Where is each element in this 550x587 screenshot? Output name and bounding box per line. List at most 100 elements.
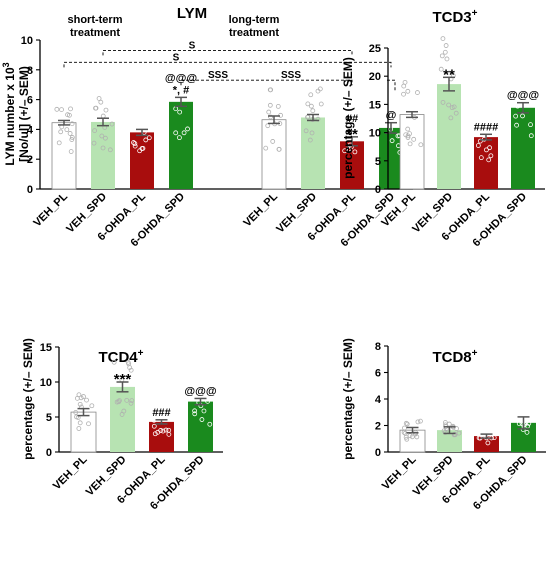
significance-label: ### xyxy=(152,407,170,419)
data-point xyxy=(446,102,452,108)
data-point xyxy=(404,436,410,442)
chart-tcd8: TCD8+percentage (+/– SEM) 02468VEH_PLVEH_… xyxy=(341,338,546,512)
data-point xyxy=(207,421,213,427)
data-point xyxy=(177,135,182,141)
comparison-label: S xyxy=(173,52,180,63)
data-point xyxy=(356,117,362,123)
data-point xyxy=(303,128,309,134)
data-point xyxy=(103,107,109,113)
y-tick-label: 6 xyxy=(27,95,33,107)
y-tick-label: 10 xyxy=(369,128,381,140)
data-point xyxy=(443,43,449,48)
data-point xyxy=(523,407,528,413)
data-point xyxy=(268,87,274,93)
data-point xyxy=(477,138,483,144)
data-point xyxy=(111,359,117,365)
data-point xyxy=(166,427,172,433)
significance-label: @ xyxy=(386,110,397,122)
data-point xyxy=(318,101,324,107)
data-point xyxy=(91,140,97,146)
y-tick-label: 15 xyxy=(369,99,381,111)
data-point xyxy=(151,410,157,416)
data-point xyxy=(403,132,409,138)
comparison-label: SSS xyxy=(281,70,301,81)
data-point xyxy=(192,408,198,414)
data-point xyxy=(487,145,492,151)
data-point xyxy=(389,138,395,144)
data-point xyxy=(78,395,84,401)
data-point xyxy=(99,133,105,139)
y-tick-label: 5 xyxy=(375,156,381,168)
data-point xyxy=(308,92,314,98)
bar xyxy=(437,84,461,189)
data-point xyxy=(418,418,423,424)
y-tick-label: 2 xyxy=(375,421,381,433)
data-point xyxy=(403,420,409,426)
data-point xyxy=(488,153,494,159)
bar xyxy=(301,117,325,189)
data-point xyxy=(413,431,418,437)
significance-label: ** xyxy=(346,126,358,143)
y-tick-label: 0 xyxy=(375,447,381,459)
data-point xyxy=(515,103,521,109)
y-axis-label: LYM number x 103[No/ul] (+/– SEM) xyxy=(1,62,31,165)
x-tick-label: VEH_PL xyxy=(51,453,90,492)
data-point xyxy=(401,91,406,97)
group-label: long-term treatment xyxy=(229,14,280,39)
data-point xyxy=(343,130,349,135)
data-point xyxy=(310,108,316,114)
data-point xyxy=(86,421,91,427)
data-point xyxy=(489,124,495,130)
data-point xyxy=(195,377,201,382)
data-point xyxy=(517,91,522,97)
data-point xyxy=(524,429,530,435)
data-point xyxy=(132,141,138,146)
data-point xyxy=(405,135,411,140)
data-point xyxy=(89,403,95,409)
data-point xyxy=(76,426,82,431)
y-tick-label: 5 xyxy=(46,412,52,424)
data-point xyxy=(451,104,457,110)
bar xyxy=(188,401,213,452)
data-point xyxy=(317,86,323,92)
data-point xyxy=(69,121,75,127)
data-point xyxy=(194,384,200,390)
data-point xyxy=(205,398,211,404)
data-point xyxy=(69,137,75,142)
data-point xyxy=(526,420,532,426)
data-point xyxy=(520,113,525,119)
data-point xyxy=(177,109,183,115)
data-point xyxy=(77,401,83,407)
data-point xyxy=(182,64,188,70)
y-tick-label: 2 xyxy=(27,154,33,166)
chart-lym: LYM LYM number x 103[No/ul] (+/– SEM) 0 2 4 6… xyxy=(1,5,413,249)
data-point xyxy=(138,112,143,118)
data-point xyxy=(109,121,115,127)
data-point xyxy=(515,85,521,91)
data-point xyxy=(414,434,420,440)
data-point xyxy=(529,414,535,420)
data-point xyxy=(203,384,209,390)
data-point xyxy=(92,128,98,133)
data-point xyxy=(382,109,387,115)
data-point xyxy=(513,113,519,119)
bar xyxy=(511,107,535,189)
data-point xyxy=(158,428,164,433)
data-point xyxy=(474,428,480,434)
bar xyxy=(474,137,498,189)
data-point xyxy=(128,400,134,406)
data-point xyxy=(401,429,407,435)
data-point xyxy=(485,440,491,446)
bar xyxy=(91,121,115,189)
data-point xyxy=(116,399,122,405)
data-point xyxy=(349,125,355,131)
data-point xyxy=(178,86,184,92)
significance-label: @@@ xyxy=(507,90,539,102)
data-point xyxy=(478,126,484,132)
group-label: short-term treatment xyxy=(67,14,122,39)
data-point xyxy=(415,90,420,95)
comparison-bracket xyxy=(180,79,353,86)
data-point xyxy=(128,367,134,373)
comparison-bracket xyxy=(63,61,392,68)
